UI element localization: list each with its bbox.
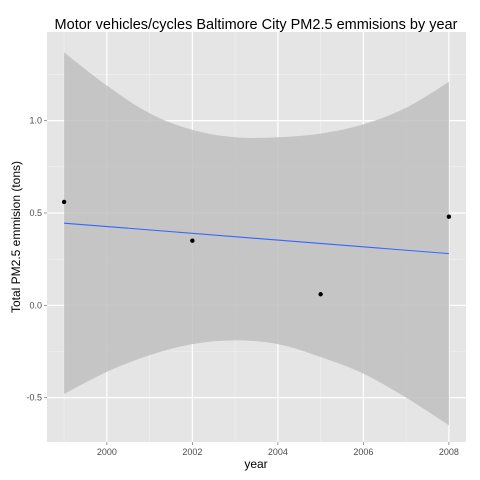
data-point <box>318 292 323 297</box>
data-points <box>61 199 452 297</box>
fit-line <box>64 222 449 255</box>
data-point <box>61 199 67 205</box>
x-tick-label: 2006 <box>353 447 373 457</box>
y-tick-label: 1.0 <box>29 116 42 126</box>
x-axis-title: year <box>244 457 267 471</box>
data-point <box>446 214 452 219</box>
x-tick-label: 2008 <box>439 447 459 457</box>
x-tick-label: 2002 <box>182 447 202 457</box>
x-axis-ticks: 2000 2002 2004 2006 2008 <box>97 442 459 457</box>
y-axis-ticks: -0.5 0.0 0.5 1.0 <box>26 116 47 403</box>
data-point <box>190 238 195 243</box>
y-tick-label: -0.5 <box>26 393 42 403</box>
y-tick-label: 0.5 <box>29 208 42 218</box>
y-axis-title: Total PM2.5 emmision (tons) <box>9 161 23 313</box>
y-tick-label: 0.0 <box>29 300 42 310</box>
x-tick-label: 2004 <box>268 447 288 457</box>
chart-title: Motor vehicles/cycles Baltimore City PM2… <box>55 17 458 33</box>
x-tick-label: 2000 <box>97 447 117 457</box>
